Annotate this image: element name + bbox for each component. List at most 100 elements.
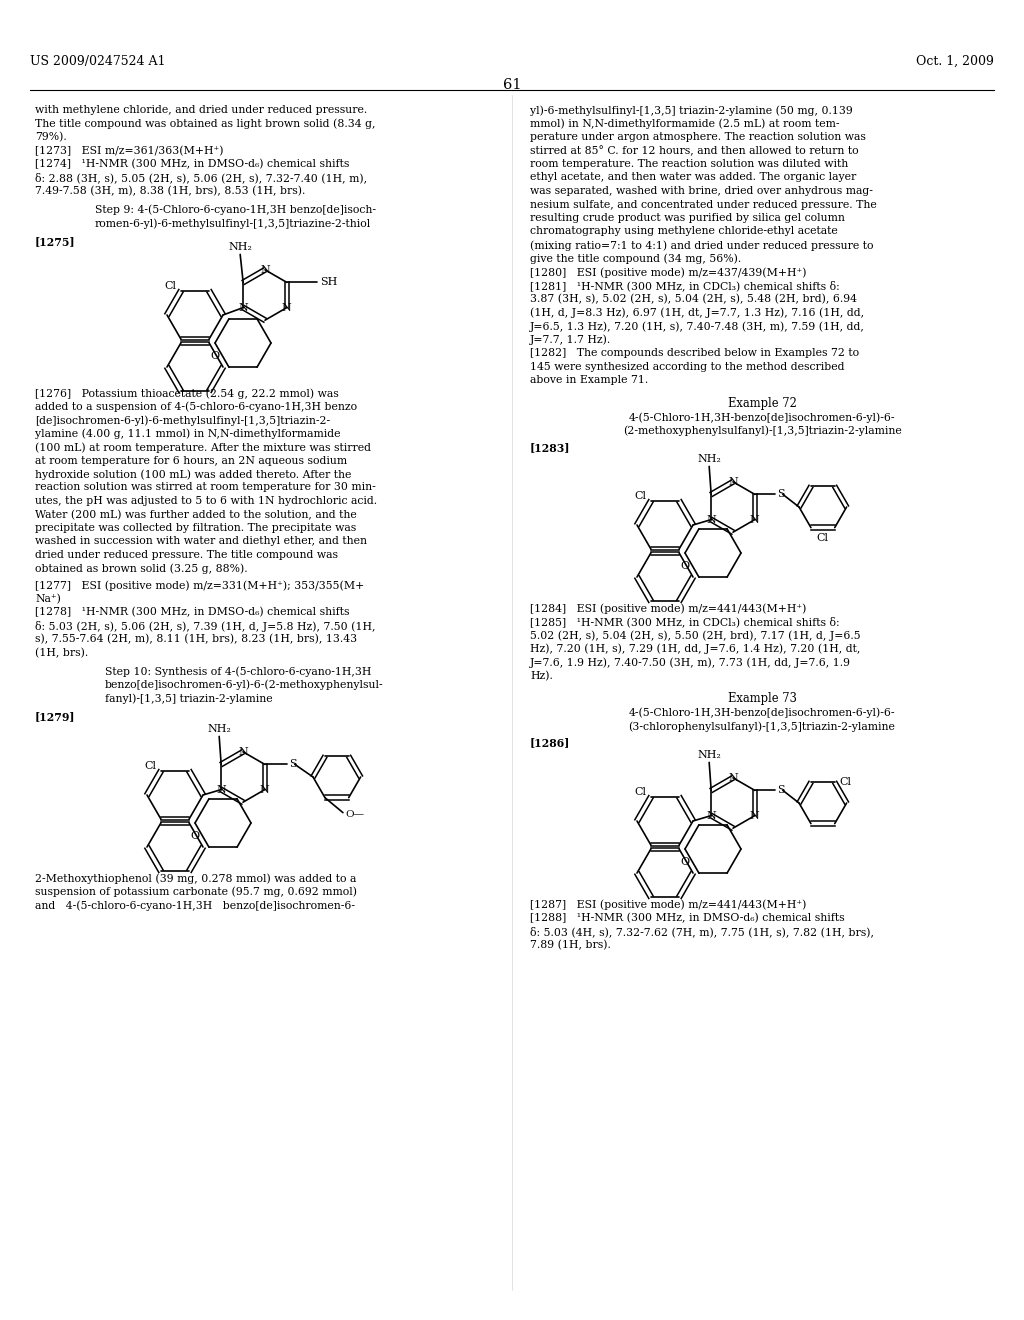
Text: N: N <box>750 810 760 821</box>
Text: 79%).: 79%). <box>35 132 67 143</box>
Text: O—: O— <box>345 810 364 820</box>
Text: precipitate was collected by filtration. The precipitate was: precipitate was collected by filtration.… <box>35 523 356 533</box>
Text: N: N <box>216 784 226 795</box>
Text: N: N <box>707 515 716 524</box>
Text: with methylene chloride, and dried under reduced pressure.: with methylene chloride, and dried under… <box>35 106 368 115</box>
Text: and   4-(5-chloro-6-cyano-1H,3H   benzo[de]isochromen-6-: and 4-(5-chloro-6-cyano-1H,3H benzo[de]i… <box>35 900 355 911</box>
Text: N: N <box>282 302 292 313</box>
Text: benzo[de]isochromen-6-yl)-6-(2-methoxyphenylsul-: benzo[de]isochromen-6-yl)-6-(2-methoxyph… <box>105 680 384 690</box>
Text: NH₂: NH₂ <box>228 243 252 252</box>
Text: nesium sulfate, and concentrated under reduced pressure. The: nesium sulfate, and concentrated under r… <box>530 199 877 210</box>
Text: [1278]   ¹H-NMR (300 MHz, in DMSO-d₆) chemical shifts: [1278] ¹H-NMR (300 MHz, in DMSO-d₆) chem… <box>35 607 349 618</box>
Text: N: N <box>260 265 270 275</box>
Text: O: O <box>190 832 200 841</box>
Text: [1279]: [1279] <box>35 711 76 722</box>
Text: was separated, washed with brine, dried over anhydrous mag-: was separated, washed with brine, dried … <box>530 186 872 195</box>
Text: stirred at 85° C. for 12 hours, and then allowed to return to: stirred at 85° C. for 12 hours, and then… <box>530 145 859 156</box>
Text: 7.89 (1H, brs).: 7.89 (1H, brs). <box>530 940 611 950</box>
Text: [1274]   ¹H-NMR (300 MHz, in DMSO-d₆) chemical shifts: [1274] ¹H-NMR (300 MHz, in DMSO-d₆) chem… <box>35 158 349 169</box>
Text: O: O <box>680 857 689 867</box>
Text: romen-6-yl)-6-methylsulfinyl-[1,3,5]triazine-2-thiol: romen-6-yl)-6-methylsulfinyl-[1,3,5]tria… <box>95 218 372 228</box>
Text: [1287]   ESI (positive mode) m/z=441/443(M+H⁺): [1287] ESI (positive mode) m/z=441/443(M… <box>530 899 806 909</box>
Text: [1276]   Potassium thioacetate (2.54 g, 22.2 mmol) was: [1276] Potassium thioacetate (2.54 g, 22… <box>35 388 339 399</box>
Text: [1281]   ¹H-NMR (300 MHz, in CDCl₃) chemical shifts δ:: [1281] ¹H-NMR (300 MHz, in CDCl₃) chemic… <box>530 281 840 292</box>
Text: s), 7.55-7.64 (2H, m), 8.11 (1H, brs), 8.23 (1H, brs), 13.43: s), 7.55-7.64 (2H, m), 8.11 (1H, brs), 8… <box>35 634 357 644</box>
Text: (2-methoxyphenylsulfanyl)-[1,3,5]triazin-2-ylamine: (2-methoxyphenylsulfanyl)-[1,3,5]triazin… <box>623 425 901 436</box>
Text: [1282]   The compounds described below in Examples 72 to: [1282] The compounds described below in … <box>530 348 859 358</box>
Text: Step 9: 4-(5-Chloro-6-cyano-1H,3H benzo[de]isoch-: Step 9: 4-(5-Chloro-6-cyano-1H,3H benzo[… <box>95 205 376 215</box>
Text: Cl: Cl <box>634 787 646 797</box>
Text: Water (200 mL) was further added to the solution, and the: Water (200 mL) was further added to the … <box>35 510 356 520</box>
Text: US 2009/0247524 A1: US 2009/0247524 A1 <box>30 55 166 69</box>
Text: yl)-6-methylsulfinyl-[1,3,5] triazin-2-ylamine (50 mg, 0.139: yl)-6-methylsulfinyl-[1,3,5] triazin-2-y… <box>530 106 853 116</box>
Text: 2-Methoxythiophenol (39 mg, 0.278 mmol) was added to a: 2-Methoxythiophenol (39 mg, 0.278 mmol) … <box>35 873 356 883</box>
Text: N: N <box>260 784 269 795</box>
Text: (3-chlorophenylsulfanyl)-[1,3,5]triazin-2-ylamine: (3-chlorophenylsulfanyl)-[1,3,5]triazin-… <box>629 721 895 731</box>
Text: NH₂: NH₂ <box>207 725 231 734</box>
Text: Na⁺): Na⁺) <box>35 594 60 603</box>
Text: Step 10: Synthesis of 4-(5-chloro-6-cyano-1H,3H: Step 10: Synthesis of 4-(5-chloro-6-cyan… <box>105 667 372 677</box>
Text: NH₂: NH₂ <box>697 750 721 760</box>
Text: δ: 5.03 (2H, s), 5.06 (2H, s), 7.39 (1H, d, J=5.8 Hz), 7.50 (1H,: δ: 5.03 (2H, s), 5.06 (2H, s), 7.39 (1H,… <box>35 620 376 631</box>
Text: δ: 2.88 (3H, s), 5.05 (2H, s), 5.06 (2H, s), 7.32-7.40 (1H, m),: δ: 2.88 (3H, s), 5.05 (2H, s), 5.06 (2H,… <box>35 173 368 183</box>
Text: Cl: Cl <box>144 760 156 771</box>
Text: [1283]: [1283] <box>530 442 570 453</box>
Text: Cl: Cl <box>164 281 176 290</box>
Text: J=7.6, 1.9 Hz), 7.40-7.50 (3H, m), 7.73 (1H, dd, J=7.6, 1.9: J=7.6, 1.9 Hz), 7.40-7.50 (3H, m), 7.73 … <box>530 657 851 668</box>
Text: N: N <box>707 810 716 821</box>
Text: room temperature. The reaction solution was diluted with: room temperature. The reaction solution … <box>530 158 848 169</box>
Text: fanyl)-[1,3,5] triazin-2-ylamine: fanyl)-[1,3,5] triazin-2-ylamine <box>105 693 272 704</box>
Text: mmol) in N,N-dimethylformamide (2.5 mL) at room tem-: mmol) in N,N-dimethylformamide (2.5 mL) … <box>530 119 840 129</box>
Text: obtained as brown solid (3.25 g, 88%).: obtained as brown solid (3.25 g, 88%). <box>35 564 248 574</box>
Text: 61: 61 <box>503 78 521 92</box>
Text: ylamine (4.00 g, 11.1 mmol) in N,N-dimethylformamide: ylamine (4.00 g, 11.1 mmol) in N,N-dimet… <box>35 429 341 440</box>
Text: Cl: Cl <box>634 491 646 500</box>
Text: [1285]   ¹H-NMR (300 MHz, in CDCl₃) chemical shifts δ:: [1285] ¹H-NMR (300 MHz, in CDCl₃) chemic… <box>530 616 840 627</box>
Text: The title compound was obtained as light brown solid (8.34 g,: The title compound was obtained as light… <box>35 119 376 129</box>
Text: O: O <box>680 561 689 572</box>
Text: O: O <box>211 351 219 360</box>
Text: J=7.7, 1.7 Hz).: J=7.7, 1.7 Hz). <box>530 334 611 345</box>
Text: (mixing ratio=7:1 to 4:1) and dried under reduced pressure to: (mixing ratio=7:1 to 4:1) and dried unde… <box>530 240 873 251</box>
Text: at room temperature for 6 hours, an 2N aqueous sodium: at room temperature for 6 hours, an 2N a… <box>35 455 347 466</box>
Text: 7.49-7.58 (3H, m), 8.38 (1H, brs), 8.53 (1H, brs).: 7.49-7.58 (3H, m), 8.38 (1H, brs), 8.53 … <box>35 186 305 197</box>
Text: Example 73: Example 73 <box>728 692 797 705</box>
Text: 4-(5-Chloro-1H,3H-benzo[de]isochromen-6-yl)-6-: 4-(5-Chloro-1H,3H-benzo[de]isochromen-6-… <box>629 412 895 422</box>
Text: Oct. 1, 2009: Oct. 1, 2009 <box>916 55 994 69</box>
Text: Cl: Cl <box>840 777 852 788</box>
Text: N: N <box>239 302 248 313</box>
Text: chromatography using methylene chloride-ethyl acetate: chromatography using methylene chloride-… <box>530 227 838 236</box>
Text: 5.02 (2H, s), 5.04 (2H, s), 5.50 (2H, brd), 7.17 (1H, d, J=6.5: 5.02 (2H, s), 5.04 (2H, s), 5.50 (2H, br… <box>530 630 860 640</box>
Text: (100 mL) at room temperature. After the mixture was stirred: (100 mL) at room temperature. After the … <box>35 442 371 453</box>
Text: suspension of potassium carbonate (95.7 mg, 0.692 mmol): suspension of potassium carbonate (95.7 … <box>35 887 357 898</box>
Text: S: S <box>289 759 297 770</box>
Text: N: N <box>239 747 248 756</box>
Text: 3.87 (3H, s), 5.02 (2H, s), 5.04 (2H, s), 5.48 (2H, brd), 6.94: 3.87 (3H, s), 5.02 (2H, s), 5.04 (2H, s)… <box>530 294 857 305</box>
Text: (1H, brs).: (1H, brs). <box>35 648 88 657</box>
Text: SH: SH <box>319 277 337 288</box>
Text: hydroxide solution (100 mL) was added thereto. After the: hydroxide solution (100 mL) was added th… <box>35 469 351 479</box>
Text: perature under argon atmosphere. The reaction solution was: perature under argon atmosphere. The rea… <box>530 132 866 143</box>
Text: [1277]   ESI (positive mode) m/z=331(M+H⁺); 353/355(M+: [1277] ESI (positive mode) m/z=331(M+H⁺)… <box>35 579 365 590</box>
Text: S: S <box>777 785 784 796</box>
Text: δ: 5.03 (4H, s), 7.32-7.62 (7H, m), 7.75 (1H, s), 7.82 (1H, brs),: δ: 5.03 (4H, s), 7.32-7.62 (7H, m), 7.75… <box>530 927 874 937</box>
Text: [1286]: [1286] <box>530 738 570 748</box>
Text: [1275]: [1275] <box>35 236 76 248</box>
Text: Example 72: Example 72 <box>728 396 797 409</box>
Text: ethyl acetate, and then water was added. The organic layer: ethyl acetate, and then water was added.… <box>530 173 856 182</box>
Text: [1288]   ¹H-NMR (300 MHz, in DMSO-d₆) chemical shifts: [1288] ¹H-NMR (300 MHz, in DMSO-d₆) chem… <box>530 912 845 923</box>
Text: [1280]   ESI (positive mode) m/z=437/439(M+H⁺): [1280] ESI (positive mode) m/z=437/439(M… <box>530 267 807 277</box>
Text: utes, the pH was adjusted to 5 to 6 with 1N hydrochloric acid.: utes, the pH was adjusted to 5 to 6 with… <box>35 496 377 506</box>
Text: N: N <box>750 515 760 524</box>
Text: [de]isochromen-6-yl)-6-methylsulfinyl-[1,3,5]triazin-2-: [de]isochromen-6-yl)-6-methylsulfinyl-[1… <box>35 414 330 425</box>
Text: 145 were synthesized according to the method described: 145 were synthesized according to the me… <box>530 362 845 371</box>
Text: give the title compound (34 mg, 56%).: give the title compound (34 mg, 56%). <box>530 253 741 264</box>
Text: J=6.5, 1.3 Hz), 7.20 (1H, s), 7.40-7.48 (3H, m), 7.59 (1H, dd,: J=6.5, 1.3 Hz), 7.20 (1H, s), 7.40-7.48 … <box>530 321 865 331</box>
Text: N: N <box>728 477 738 487</box>
Text: N: N <box>728 772 738 783</box>
Text: dried under reduced pressure. The title compound was: dried under reduced pressure. The title … <box>35 550 338 560</box>
Text: Hz), 7.20 (1H, s), 7.29 (1H, dd, J=7.6, 1.4 Hz), 7.20 (1H, dt,: Hz), 7.20 (1H, s), 7.29 (1H, dd, J=7.6, … <box>530 644 860 655</box>
Text: resulting crude product was purified by silica gel column: resulting crude product was purified by … <box>530 213 845 223</box>
Text: washed in succession with water and diethyl ether, and then: washed in succession with water and diet… <box>35 536 367 546</box>
Text: reaction solution was stirred at room temperature for 30 min-: reaction solution was stirred at room te… <box>35 483 376 492</box>
